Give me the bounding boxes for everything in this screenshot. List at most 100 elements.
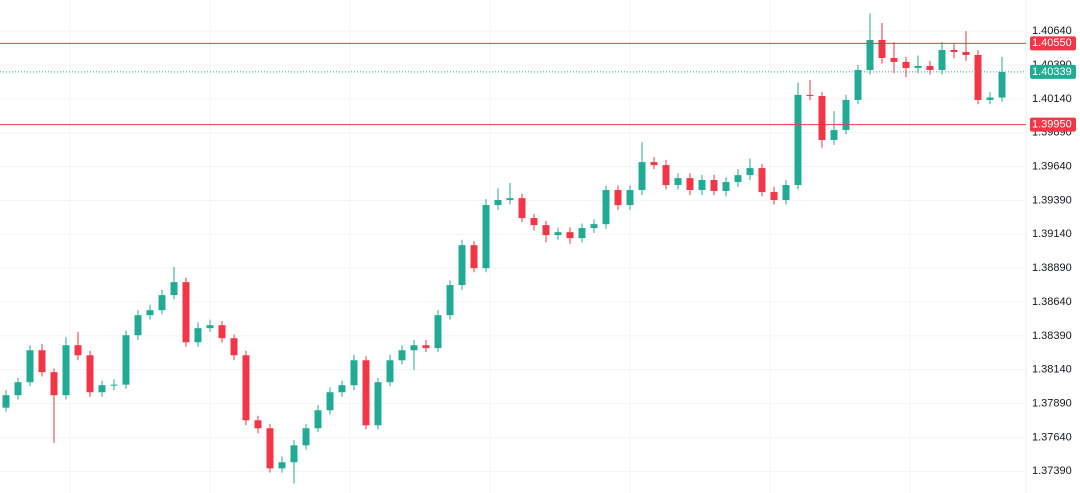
candle-body [890,57,898,62]
y-tick-label: 1.40140 [1032,93,1072,105]
candle-body [410,345,418,351]
candle-body [674,178,682,186]
candle-body [986,97,994,100]
candle-body [230,338,238,356]
candle-body [662,165,670,186]
candle-body [818,96,826,141]
price-label-box [1030,64,1076,79]
candle-body [86,355,94,393]
candle-body [338,385,346,393]
y-tick-label: 1.39640 [1032,160,1072,172]
candle-body [146,310,154,316]
candle-body [626,190,634,206]
price-label-box [1030,117,1076,132]
y-tick-label: 1.39390 [1032,194,1072,206]
candle-body [218,325,226,339]
candle-body [38,350,46,373]
candle-body [794,94,802,186]
candle-body [650,162,658,166]
candle-body [878,39,886,58]
candle-body [122,335,130,385]
candle-body [446,285,454,316]
y-tick-label: 1.37890 [1032,398,1072,410]
candle-body [722,182,730,191]
candle-body [458,245,466,286]
y-tick-label: 1.37640 [1032,431,1072,443]
candle-body [566,232,574,239]
y-tick-label: 1.39140 [1032,228,1072,240]
price-label: 1.40550 [1032,37,1072,49]
candle-body [854,70,862,100]
candle-body [830,130,838,141]
y-tick-label: 1.38640 [1032,296,1072,308]
candle-body [98,385,106,393]
candle-body [434,315,442,349]
candle-body [134,315,142,336]
candle-body [782,185,790,201]
price-label: 1.39950 [1032,119,1072,131]
candle-body [590,224,598,229]
candle-body [506,198,514,201]
candle-body [290,445,298,463]
price-label: 1.40339 [1032,66,1072,78]
candle-body [470,245,478,269]
candle-body [50,372,58,396]
y-tick-label: 1.38890 [1032,262,1072,274]
candle-body [482,205,490,269]
candle-body [578,228,586,239]
candle-body [914,65,922,68]
y-tick-label: 1.38390 [1032,330,1072,342]
candle-body [398,350,406,361]
candle-body [374,382,382,426]
y-tick-label: 1.40640 [1032,25,1072,37]
y-tick-label: 1.40890 [1032,0,1072,3]
candle-body [530,218,538,226]
candle-body [614,190,622,206]
candle-body [638,162,646,191]
candle-body [362,360,370,426]
candle-body [278,462,286,469]
candle-body [242,355,250,421]
candle-body [974,54,982,100]
candle-body [494,200,502,206]
candle-body [302,428,310,446]
candle-body [938,49,946,71]
candle-body [554,232,562,236]
candle-body [158,295,166,311]
candle-body [422,345,430,349]
candle-body [182,282,190,343]
candle-body [770,192,778,201]
candle-body [902,61,910,68]
candle-body [698,179,706,191]
candle-body [62,345,70,396]
candle-body [110,384,118,386]
candle-body [74,345,82,356]
candle-body [326,392,334,411]
candle-body [350,360,358,386]
candle-body [926,65,934,71]
candle-body [950,49,958,53]
candle-body [170,282,178,296]
candle-body [542,225,550,236]
candle-body [734,175,742,183]
y-tick-label: 1.37390 [1032,465,1072,477]
candle-body [518,198,526,219]
candle-body [206,325,214,329]
price-label-box [1030,36,1076,51]
candle-body [26,350,34,383]
candle-body [266,428,274,469]
candle-body [194,328,202,343]
candle-body [842,99,850,131]
candle-body [386,360,394,383]
candle-body [686,178,694,191]
candle-body [14,382,22,396]
candle-body [998,71,1006,98]
candle-body [746,168,754,176]
candle-body [710,179,718,191]
candle-body [866,39,874,71]
candle-body [962,52,970,55]
candle-body [806,94,814,97]
candle-body [758,168,766,193]
